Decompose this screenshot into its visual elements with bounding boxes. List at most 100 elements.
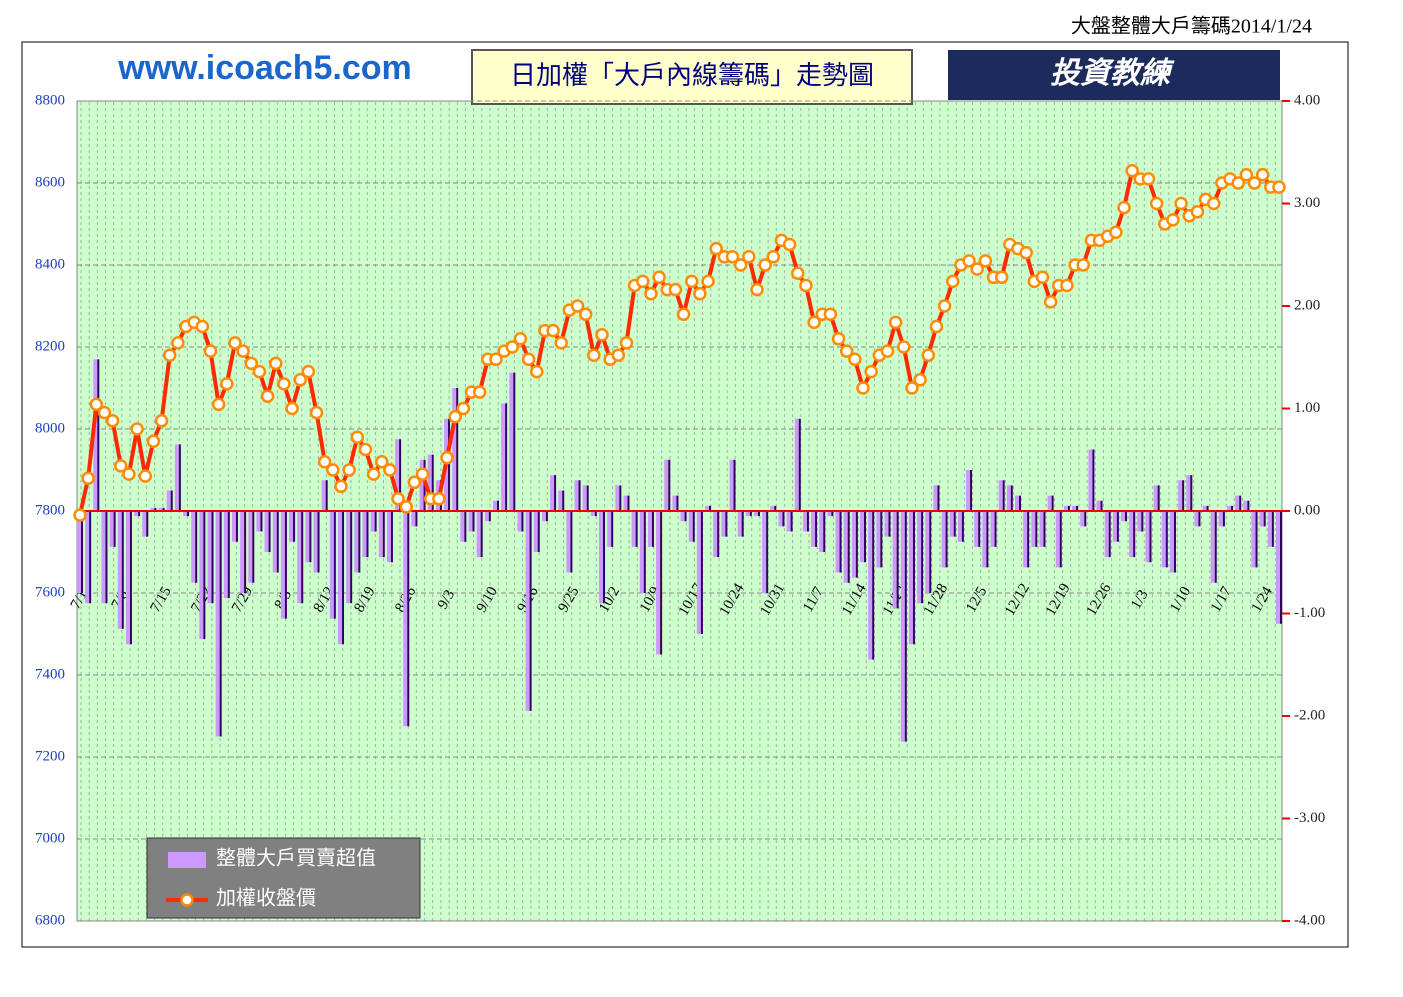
bar-face xyxy=(680,511,685,522)
bar-side xyxy=(872,511,875,660)
bar xyxy=(468,511,475,532)
bar xyxy=(770,505,777,511)
bar xyxy=(590,511,597,517)
bar xyxy=(753,511,760,517)
bar-face xyxy=(1112,511,1117,542)
bar-side xyxy=(178,444,181,511)
bar-side xyxy=(203,511,206,640)
bar-side xyxy=(1035,511,1038,547)
bar-face xyxy=(753,511,758,517)
bar xyxy=(501,403,508,511)
price-marker xyxy=(1076,258,1090,272)
bar-side xyxy=(1214,511,1217,583)
bar-face xyxy=(811,511,816,547)
price-marker xyxy=(489,352,503,367)
bar-side xyxy=(1084,511,1087,527)
y-tick-label: 7600 xyxy=(35,584,65,600)
bar xyxy=(492,500,499,511)
bar-side xyxy=(684,511,687,522)
bar-side xyxy=(921,511,924,604)
price-marker xyxy=(1166,213,1180,227)
bar-side xyxy=(1239,495,1242,511)
price-marker xyxy=(260,389,275,403)
bar-side xyxy=(366,511,369,558)
bar-face xyxy=(1137,511,1142,532)
bar xyxy=(248,511,255,583)
bar xyxy=(615,485,622,511)
y2-tick-label: -4.00 xyxy=(1294,912,1325,928)
bar xyxy=(1178,480,1185,511)
logo: 投資教練 xyxy=(1050,57,1175,90)
bar-face xyxy=(1276,511,1280,624)
price-marker xyxy=(1060,278,1074,293)
bar-face xyxy=(1121,511,1126,522)
bar xyxy=(1072,505,1079,511)
price-marker xyxy=(334,479,348,494)
bar-side xyxy=(358,511,361,573)
bar xyxy=(403,511,410,727)
bar-face xyxy=(1031,511,1036,547)
bar xyxy=(329,511,336,619)
bar-face xyxy=(745,511,750,517)
bar-face xyxy=(280,511,285,619)
bar-face xyxy=(272,511,277,573)
bar-face xyxy=(1161,511,1166,568)
price-marker xyxy=(105,414,120,428)
bar xyxy=(558,490,565,511)
bar xyxy=(1137,511,1144,532)
bar-face xyxy=(354,511,359,573)
bar-face xyxy=(631,511,636,547)
price-marker xyxy=(897,340,911,354)
bar-side xyxy=(1149,511,1152,563)
bar-face xyxy=(851,511,856,578)
bar-face xyxy=(672,495,677,511)
y2-tick-label: -2.00 xyxy=(1294,707,1325,723)
bar-face xyxy=(452,388,457,511)
bar xyxy=(982,511,989,568)
bar xyxy=(794,418,801,511)
bar-side xyxy=(994,511,997,547)
bar-side xyxy=(953,511,956,537)
price-marker xyxy=(375,455,389,469)
bar-face xyxy=(476,511,481,558)
bar-face xyxy=(191,511,196,583)
bar-side xyxy=(113,511,116,547)
bar xyxy=(762,511,769,593)
bar-side xyxy=(562,490,565,511)
bar xyxy=(1023,511,1030,568)
price-marker xyxy=(456,401,471,416)
price-marker xyxy=(440,450,454,465)
bar-face xyxy=(313,511,318,573)
bar-face xyxy=(215,511,220,737)
bar-face xyxy=(1145,511,1150,563)
bar-side xyxy=(855,511,858,578)
bar xyxy=(1194,511,1201,527)
bar-side xyxy=(1247,500,1250,511)
bar-face xyxy=(509,372,514,511)
bar-face xyxy=(101,511,106,604)
price-marker xyxy=(945,274,960,289)
bar-side xyxy=(1198,511,1201,527)
bar-face xyxy=(990,511,995,547)
price-marker xyxy=(684,274,699,289)
price-marker xyxy=(742,250,756,264)
bar-side xyxy=(1157,485,1160,511)
bar-face xyxy=(1227,505,1232,511)
bar xyxy=(1210,511,1217,583)
bar xyxy=(900,511,907,742)
bar-side xyxy=(187,511,190,517)
price-marker xyxy=(1125,163,1139,178)
price-marker xyxy=(676,307,691,321)
bar xyxy=(1006,485,1013,511)
price-marker xyxy=(513,332,528,346)
bar-face xyxy=(174,444,179,511)
bar-side xyxy=(1002,480,1005,511)
bar-side xyxy=(195,511,198,583)
bar-side xyxy=(668,459,671,511)
bar-face xyxy=(378,511,383,558)
bar-side xyxy=(1125,511,1128,522)
price-marker xyxy=(521,352,536,367)
bar-face xyxy=(1186,475,1191,511)
bar xyxy=(574,480,581,511)
bar-side xyxy=(464,511,467,542)
